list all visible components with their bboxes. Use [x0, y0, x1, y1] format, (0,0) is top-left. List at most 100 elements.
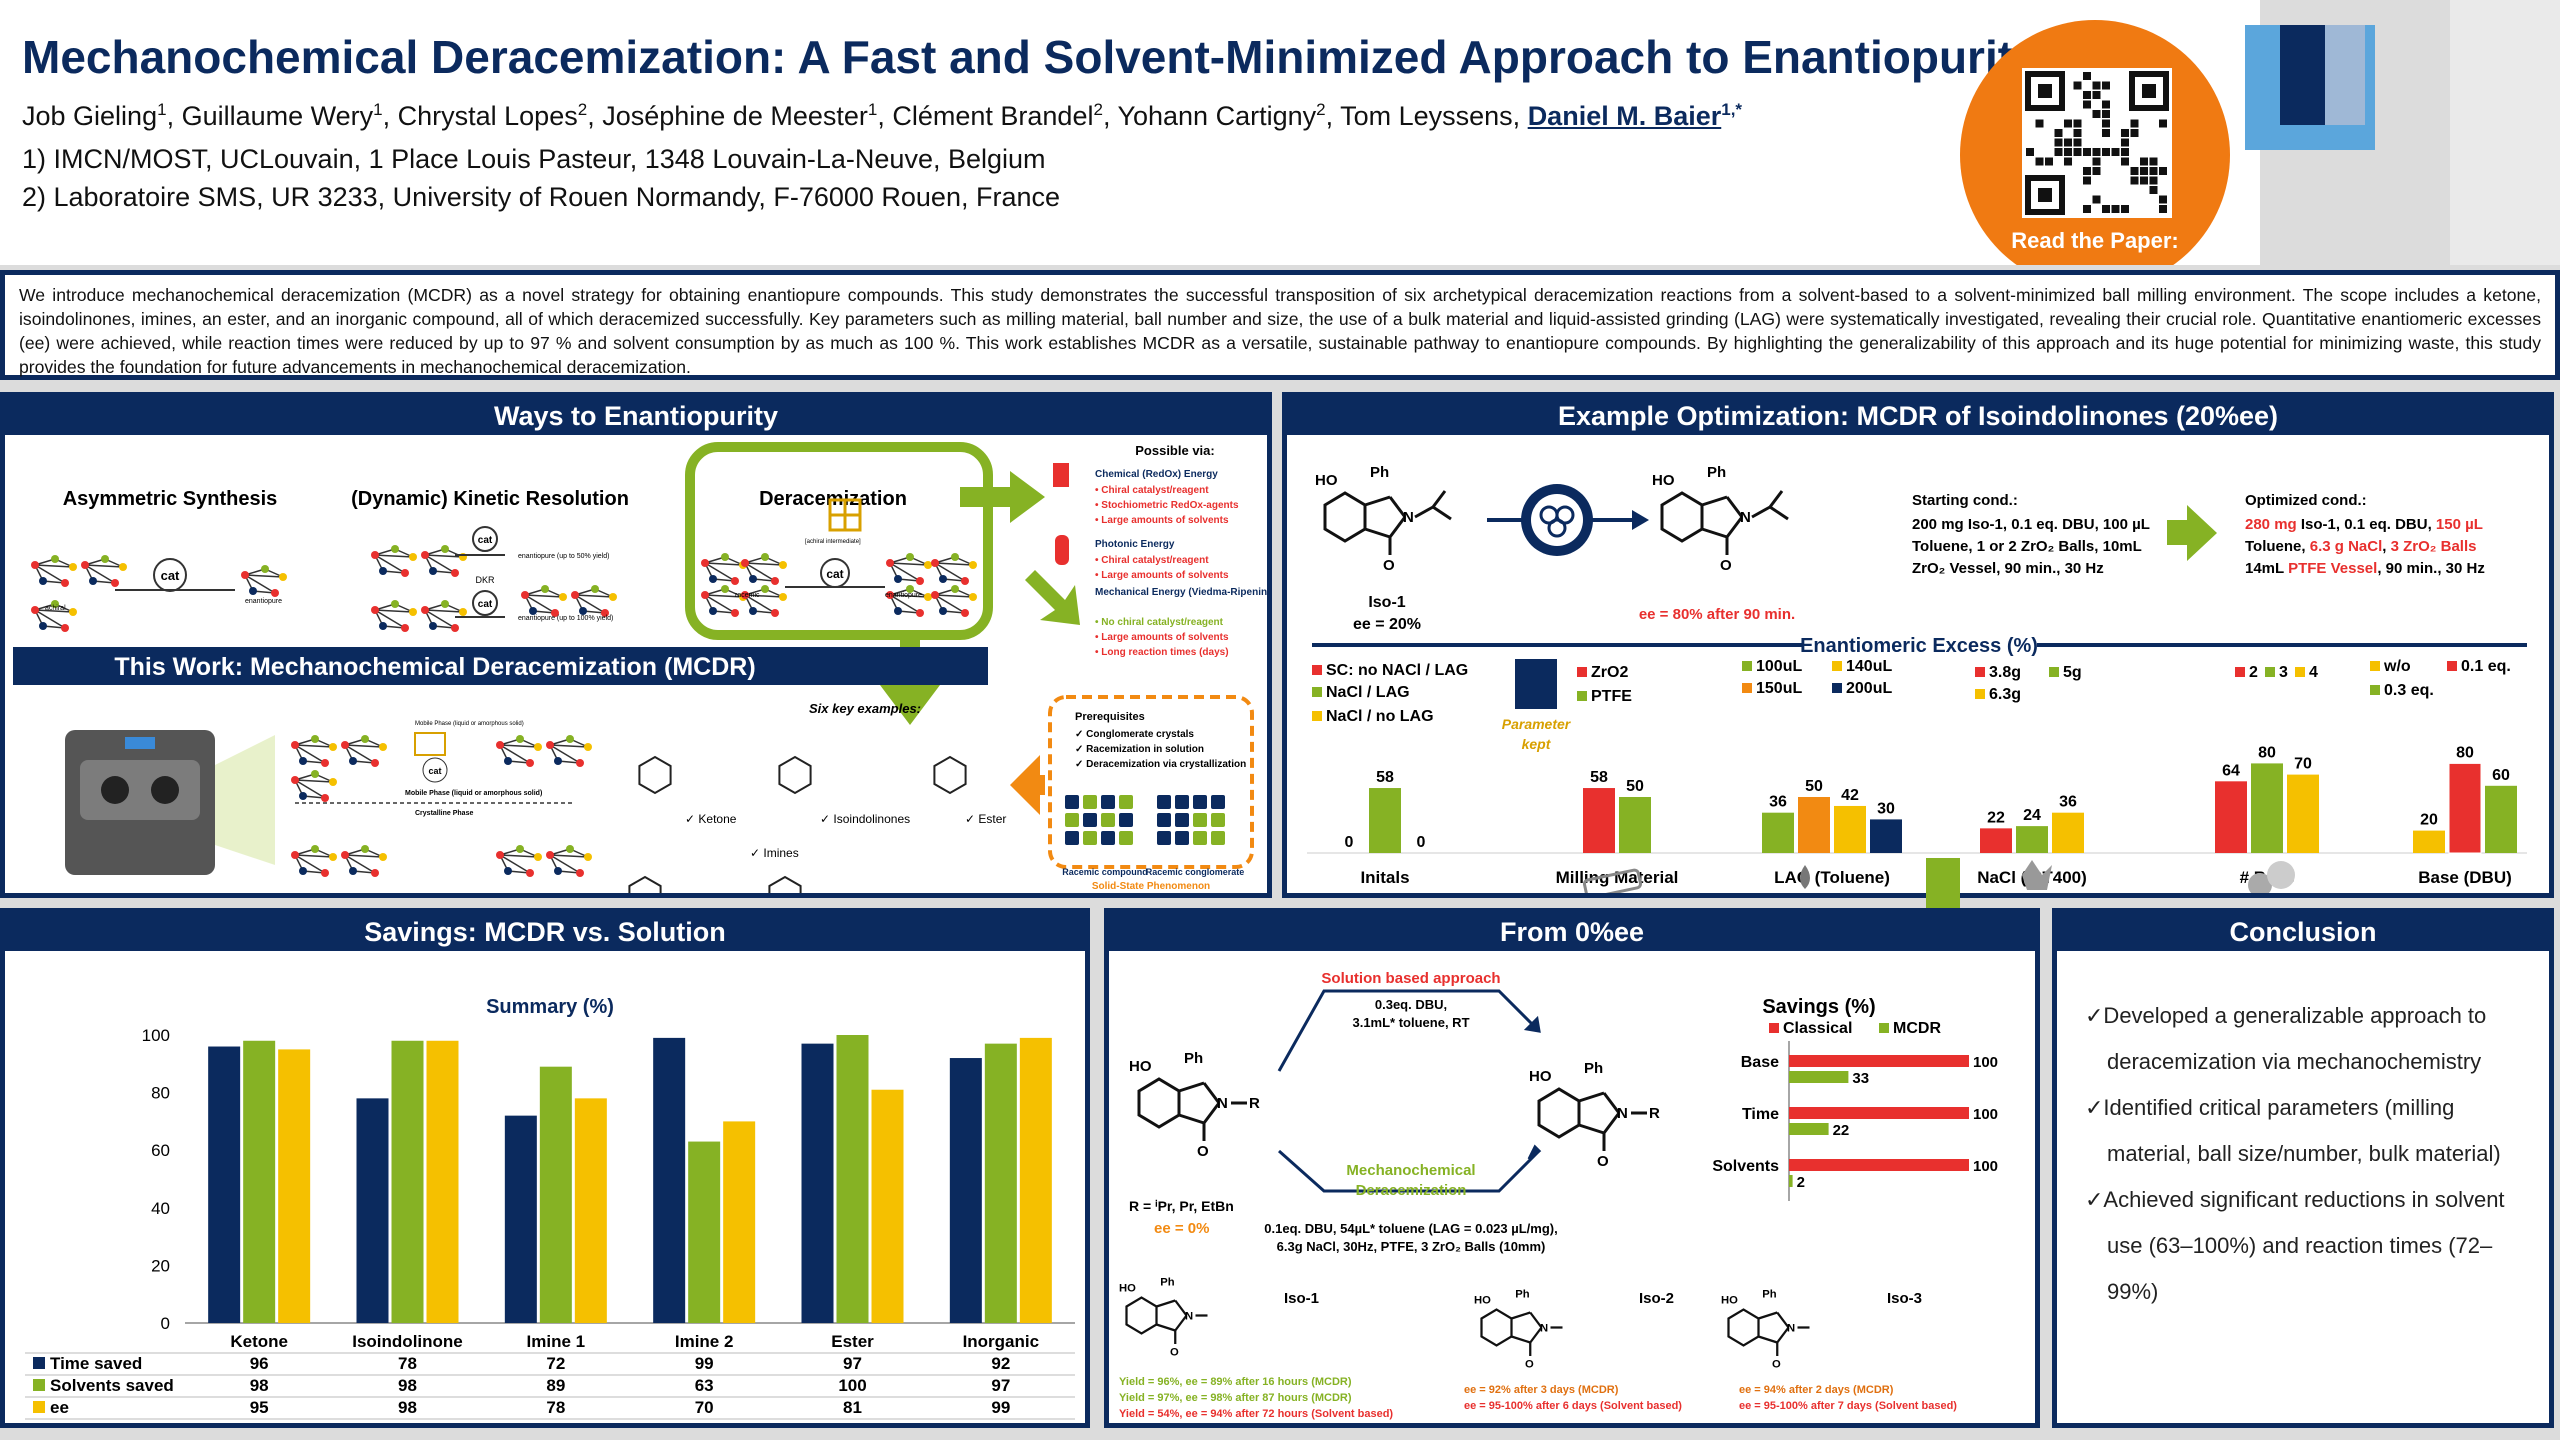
svg-text:SC: no NACl / LAG: SC: no NACl / LAG	[1326, 662, 1468, 679]
ee-bar-label: 70	[2294, 756, 2312, 773]
read-paper-label: Read the Paper:	[2011, 228, 2179, 253]
y-tick-label: 100	[142, 1026, 170, 1045]
conclusion-item: ✓Developed a generalizable approach to d…	[2085, 1003, 2487, 1074]
ways-heading: Ways to Enantiopurity	[5, 397, 1267, 435]
qr-code[interactable]	[2022, 68, 2172, 218]
svg-text:3.1mL* toluene, RT: 3.1mL* toluene, RT	[1352, 1015, 1469, 1030]
svg-text:Prerequisites: Prerequisites	[1075, 711, 1145, 723]
svg-text:NaCl / no LAG: NaCl / no LAG	[1326, 708, 1434, 725]
ee-category-label: LAG (Toluene)	[1774, 868, 1890, 887]
svg-text:N: N	[1217, 1095, 1228, 1112]
svg-text:• Chiral catalyst/reagent: • Chiral catalyst/reagent	[1095, 555, 1209, 566]
svg-text:N: N	[1540, 1322, 1548, 1334]
svg-text:PTFE: PTFE	[1591, 688, 1632, 705]
summary-bar	[801, 1043, 834, 1323]
ee-category-label: Base (DBU)	[2418, 868, 2512, 887]
ee-category-label: Initals	[1360, 868, 1409, 887]
svg-text:150uL: 150uL	[1756, 680, 1802, 697]
svg-text:0.3eq. DBU,: 0.3eq. DBU,	[1375, 997, 1447, 1012]
svg-text:O: O	[1597, 1153, 1609, 1170]
svg-text:HO: HO	[1315, 472, 1338, 489]
svg-text:N: N	[1185, 1310, 1193, 1322]
savings-value: 2	[1797, 1174, 1805, 1191]
svg-text:• Long reaction times (days): • Long reaction times (days)	[1095, 647, 1229, 658]
svg-text:HO: HO	[1474, 1295, 1491, 1307]
svg-text:• Large amounts of solvents: • Large amounts of solvents	[1095, 570, 1229, 581]
affiliation-2: 2) Laboratoire SMS, UR 3233, University …	[22, 182, 1060, 212]
savings-heading: Savings: MCDR vs. Solution	[5, 913, 1085, 951]
svg-text:ee = 95-100% after 6 days (Sol: ee = 95-100% after 6 days (Solvent based…	[1464, 1400, 1682, 1412]
ee-bar-label: 36	[1769, 794, 1787, 811]
ee-bar-label: 24	[2023, 807, 2041, 824]
summary-value: 96	[250, 1354, 269, 1373]
svg-text:ee = 20%: ee = 20%	[1353, 616, 1421, 633]
svg-text:NaCl / LAG: NaCl / LAG	[1326, 684, 1410, 701]
abstract: We introduce mechanochemical deracemizat…	[0, 270, 2560, 380]
svg-text:0.1eq. DBU, 54µL* toluene (LAG: 0.1eq. DBU, 54µL* toluene (LAG = 0.023 µ…	[1264, 1221, 1557, 1236]
ee-bar-label: 36	[2059, 794, 2077, 811]
summary-bar	[723, 1121, 756, 1323]
svg-text:HO: HO	[1721, 1295, 1738, 1307]
svg-text:Iso-1: Iso-1	[1368, 594, 1405, 611]
svg-text:4: 4	[2309, 664, 2318, 681]
svg-text:ee = 92% after 3 days (MCDR): ee = 92% after 3 days (MCDR)	[1464, 1384, 1619, 1396]
svg-text:enantiopure: enantiopure	[245, 598, 282, 605]
svg-text:cat: cat	[826, 567, 843, 581]
savings-bar	[1789, 1107, 1969, 1119]
ee-bar-label: 80	[2456, 744, 2474, 761]
y-tick-label: 0	[161, 1314, 170, 1333]
kinetic-resolution-label: (Dynamic) Kinetic Resolution	[351, 488, 629, 510]
ee-bar-label: 0	[1417, 834, 1426, 851]
svg-text:5g: 5g	[2063, 664, 2082, 681]
savings-value: 100	[1973, 1158, 1998, 1175]
svg-text:Starting cond.:: Starting cond.:	[1912, 492, 2018, 509]
svg-text:3: 3	[2279, 664, 2288, 681]
author-name: Joséphine de Meester	[602, 101, 868, 131]
y-tick-label: 80	[151, 1084, 170, 1103]
svg-text:HO: HO	[1652, 472, 1675, 489]
summary-value: 78	[398, 1354, 417, 1373]
savings-bar	[1789, 1055, 1969, 1067]
savings-value: 100	[1973, 1054, 1998, 1071]
svg-text:Racemic compound: Racemic compound	[1062, 867, 1148, 877]
summary-chart: Summary (%) 0 20 40 60 80 100 Ketone 96 98 95 Isoin…	[25, 996, 1075, 1420]
svg-text:Iso-1: Iso-1	[1284, 1290, 1319, 1307]
svg-text:Racemic conglomerate: Racemic conglomerate	[1146, 867, 1245, 877]
savings-value: 22	[1833, 1122, 1850, 1139]
from0-panel: From 0%ee Solution based approach 0.3eq.…	[1104, 908, 2040, 1428]
summary-bar	[278, 1049, 311, 1323]
ee-bar	[2485, 785, 2517, 853]
ee-bar	[2016, 826, 2048, 853]
summary-value: 72	[546, 1354, 565, 1373]
svg-text:• Large amounts of solvents: • Large amounts of solvents	[1095, 515, 1229, 526]
svg-text:• Large amounts of solvents: • Large amounts of solvents	[1095, 632, 1229, 643]
author-name: Clément Brandel	[892, 101, 1094, 131]
svg-text:N: N	[1787, 1322, 1795, 1334]
svg-text:Mobile Phase (liquid or amorph: Mobile Phase (liquid or amorphous solid)	[415, 721, 524, 727]
svg-text:Deracemization: Deracemization	[1356, 1182, 1467, 1199]
summary-category: Ester	[831, 1332, 874, 1351]
svg-text:✓ Ketone: ✓ Ketone	[685, 812, 737, 826]
ee-bar-label: 58	[1590, 769, 1608, 786]
svg-text:• Chiral catalyst/reagent: • Chiral catalyst/reagent	[1095, 485, 1209, 496]
author-name: Yohann Cartigny	[1117, 101, 1317, 131]
summary-bar	[653, 1037, 686, 1323]
svg-text:O: O	[1525, 1358, 1534, 1370]
ee-bar	[2413, 830, 2445, 853]
summary-category: Ketone	[230, 1332, 288, 1351]
summary-bar	[836, 1035, 869, 1323]
savings-legend: MCDR	[1893, 1020, 1941, 1037]
svg-text:200 mg Iso-1, 0.1 eq. DBU, 100: 200 mg Iso-1, 0.1 eq. DBU, 100 µL	[1912, 516, 2150, 533]
svg-text:R: R	[1649, 1105, 1660, 1122]
optimization-diagram: HO Ph N O Iso-1 ee = 20% HO Ph N O	[1307, 464, 2527, 893]
svg-text:cat: cat	[478, 599, 493, 610]
optimization-panel: Example Optimization: MCDR of Isoindolin…	[1282, 392, 2554, 898]
ee-bar	[2052, 812, 2084, 853]
ee-bar	[1583, 788, 1615, 853]
svg-text:enantiopure (up to 100% yield): enantiopure (up to 100% yield)	[518, 615, 613, 622]
summary-value: 100	[838, 1376, 866, 1395]
svg-text:ZrO2: ZrO2	[1591, 664, 1628, 681]
svg-text:Ph: Ph	[1515, 1289, 1530, 1301]
svg-text:Ph: Ph	[1160, 1277, 1175, 1289]
svg-text:14mL PTFE Vessel, 90 min., 30: 14mL PTFE Vessel, 90 min., 30 Hz	[2245, 560, 2485, 577]
